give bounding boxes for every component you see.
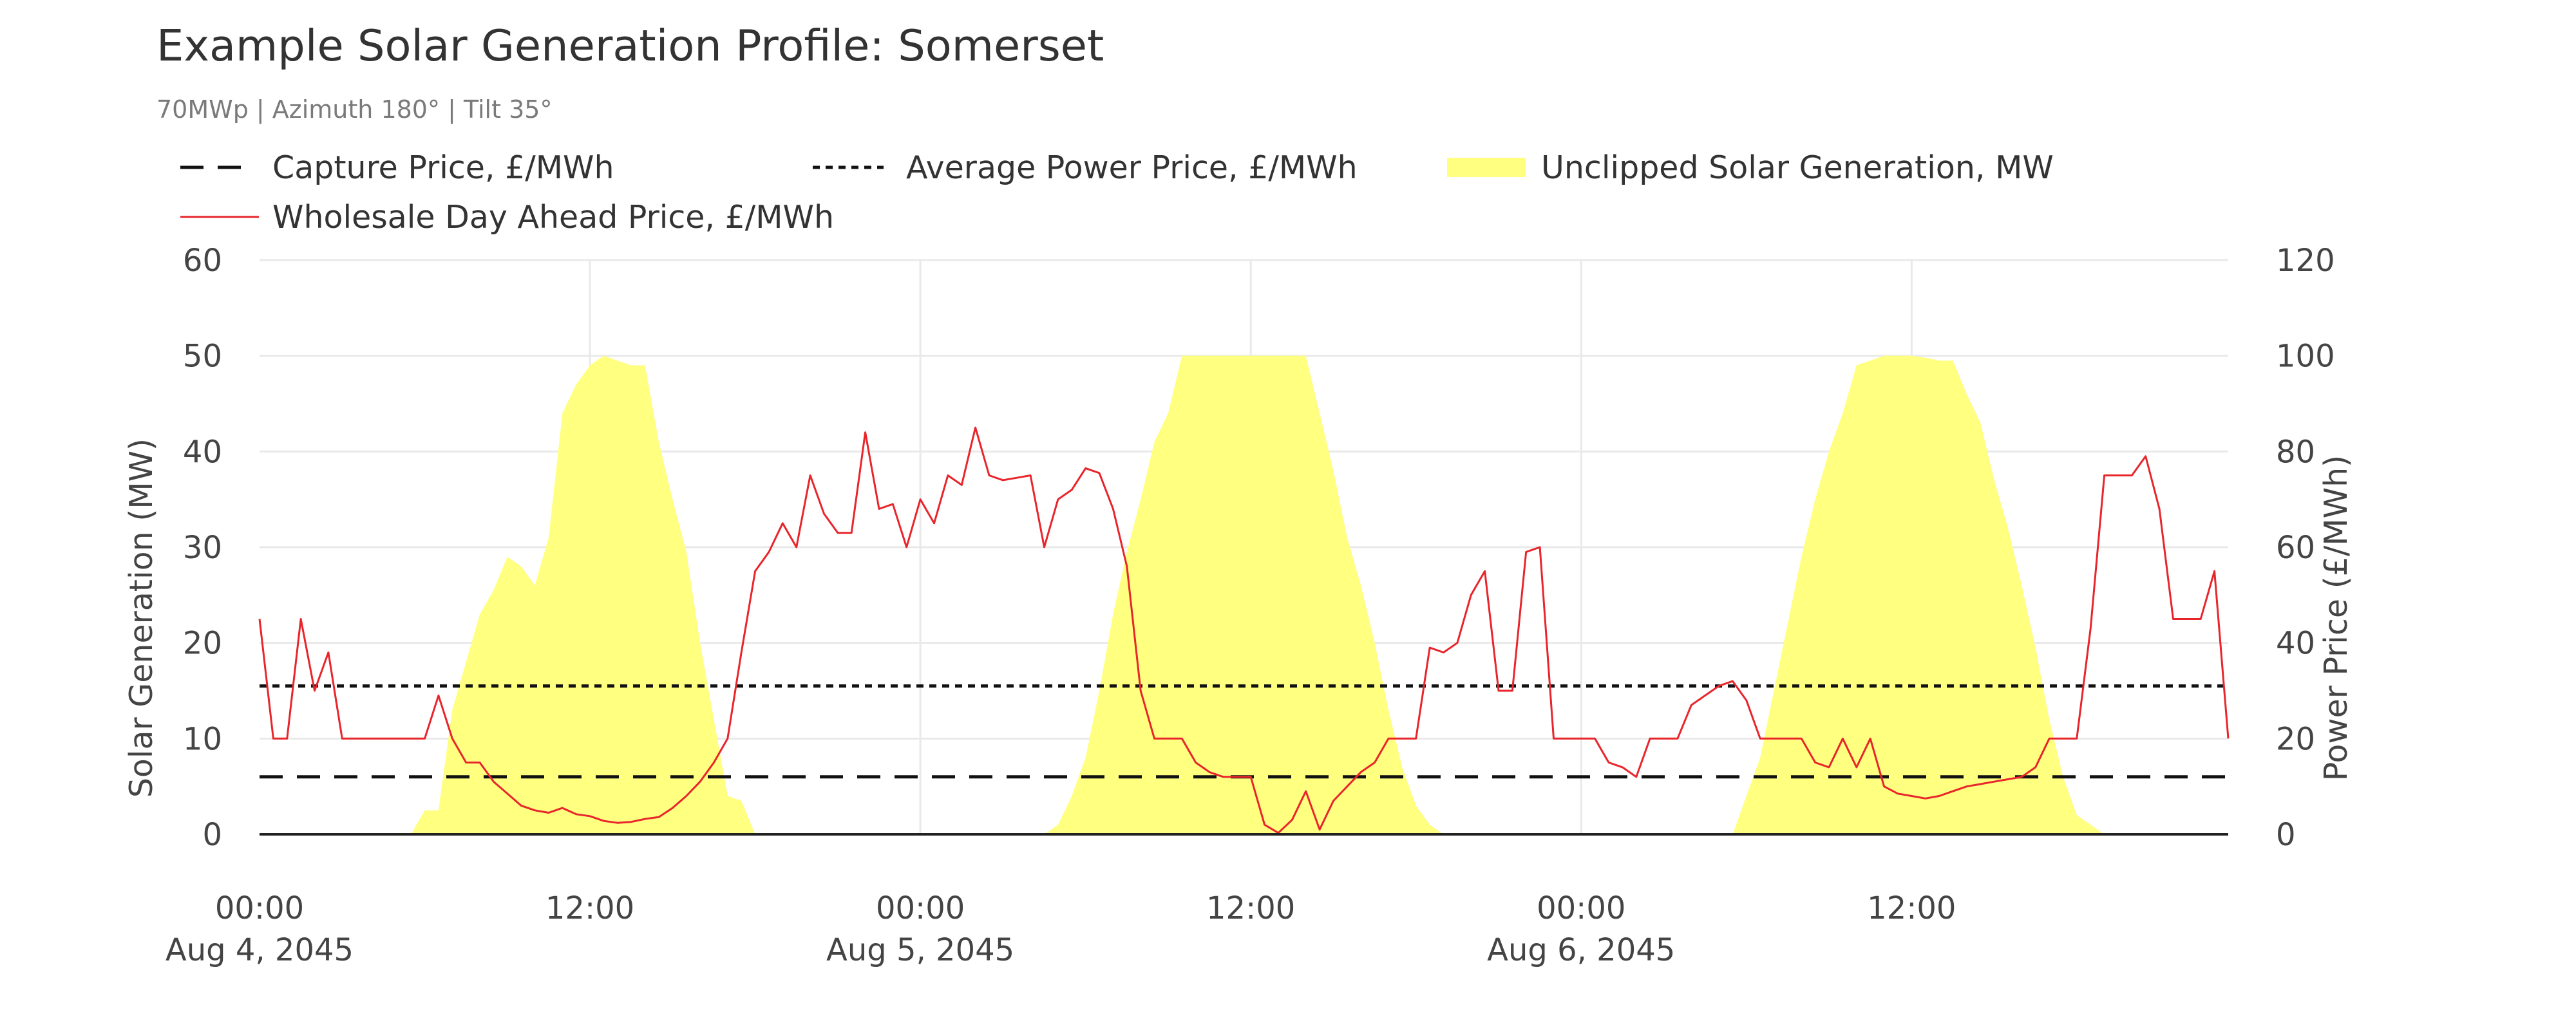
y-axis-title: Solar Generation (MW) (123, 438, 160, 798)
legend-label-capture-price: Capture Price, £/MWh (272, 149, 614, 186)
y-tick-label: 10 (183, 721, 222, 757)
legend-label-wholesale-price: Wholesale Day Ahead Price, £/MWh (272, 199, 834, 236)
y-tick-label: 0 (202, 817, 222, 853)
chart-subtitle: 70MWp | Azimuth 180° | Tilt 35° (156, 95, 552, 124)
legend: Capture Price, £/MWh Average Power Price… (180, 149, 2054, 236)
y-tick-label: 50 (183, 339, 222, 375)
x-tick-time: 00:00 (876, 890, 965, 926)
x-tick-time: 12:00 (545, 890, 634, 926)
y2-tick-label: 0 (2276, 817, 2296, 853)
y2-tick-label: 120 (2276, 243, 2335, 279)
chart-title: Example Solar Generation Profile: Somers… (156, 21, 1104, 71)
x-tick-date: Aug 4, 2045 (166, 932, 354, 968)
y2-tick-label: 80 (2276, 434, 2315, 470)
x-tick-time: 12:00 (1206, 890, 1295, 926)
solar-generation-area-path (411, 355, 2105, 834)
x-tick-time: 00:00 (1537, 890, 1625, 926)
legend-label-average-price: Average Power Price, £/MWh (906, 149, 1358, 186)
x-tick-time: 00:00 (215, 890, 304, 926)
y2-tick-label: 40 (2276, 626, 2315, 662)
y-tick-label: 40 (183, 434, 222, 470)
legend-label-solar-generation: Unclipped Solar Generation, MW (1541, 149, 2054, 186)
x-tick-time: 12:00 (1867, 890, 1956, 926)
y2-tick-label: 60 (2276, 530, 2315, 566)
legend-swatch-solar-generation (1447, 158, 1526, 177)
y2-tick-label: 100 (2276, 339, 2335, 375)
y-tick-label: 30 (183, 530, 222, 566)
x-tick-date: Aug 6, 2045 (1487, 932, 1675, 968)
axes: 0 10 20 30 40 50 60 0 20 40 60 80 100 120 00:00 Aug 4, … (166, 243, 2335, 968)
y2-tick-label: 20 (2276, 721, 2315, 757)
wholesale-price-line-path (258, 426, 2230, 834)
price-line (258, 426, 2230, 834)
x-tick-date: Aug 5, 2045 (826, 932, 1014, 968)
solar-generation-area (411, 355, 2105, 834)
y-tick-label: 60 (183, 243, 222, 279)
y-tick-label: 20 (183, 626, 222, 662)
y2-axis-title: Power Price (£/MWh) (2318, 455, 2354, 782)
